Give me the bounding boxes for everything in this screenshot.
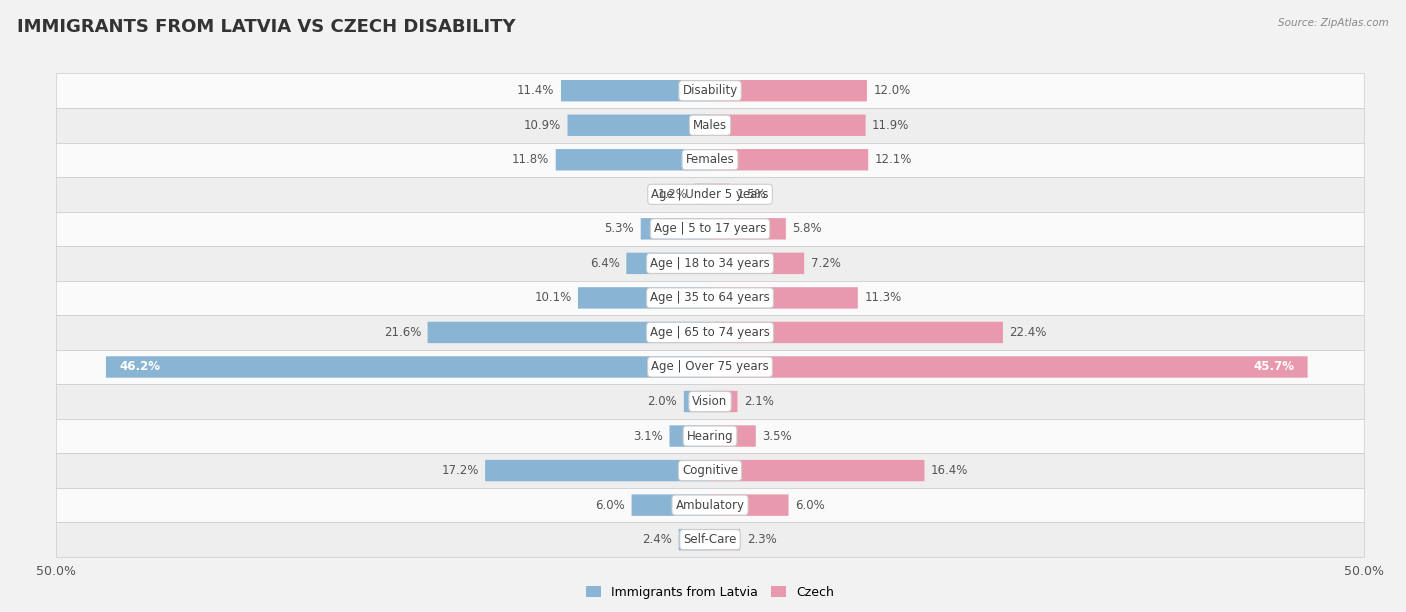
Text: 3.1%: 3.1% [633, 430, 664, 442]
FancyBboxPatch shape [710, 460, 925, 481]
FancyBboxPatch shape [641, 218, 710, 239]
FancyBboxPatch shape [578, 287, 710, 308]
Text: 11.4%: 11.4% [517, 84, 554, 97]
Text: 6.4%: 6.4% [591, 257, 620, 270]
Text: Self-Care: Self-Care [683, 533, 737, 546]
FancyBboxPatch shape [485, 460, 710, 481]
Bar [56, 315, 1364, 349]
Text: Age | Under 5 years: Age | Under 5 years [651, 188, 769, 201]
Text: 46.2%: 46.2% [120, 360, 160, 373]
Bar [56, 177, 1364, 212]
FancyBboxPatch shape [105, 356, 710, 378]
Text: 1.5%: 1.5% [737, 188, 766, 201]
Bar [56, 453, 1364, 488]
Text: Females: Females [686, 153, 734, 166]
Text: Males: Males [693, 119, 727, 132]
Bar [56, 73, 1364, 108]
Legend: Immigrants from Latvia, Czech: Immigrants from Latvia, Czech [582, 581, 838, 604]
FancyBboxPatch shape [555, 149, 710, 171]
Text: Age | 5 to 17 years: Age | 5 to 17 years [654, 222, 766, 236]
Text: 7.2%: 7.2% [811, 257, 841, 270]
FancyBboxPatch shape [710, 287, 858, 308]
FancyBboxPatch shape [710, 529, 740, 550]
Text: 10.1%: 10.1% [534, 291, 571, 304]
FancyBboxPatch shape [710, 184, 730, 205]
FancyBboxPatch shape [568, 114, 710, 136]
Text: 3.5%: 3.5% [762, 430, 792, 442]
Text: 10.9%: 10.9% [523, 119, 561, 132]
Bar [56, 246, 1364, 281]
Text: 45.7%: 45.7% [1254, 360, 1295, 373]
FancyBboxPatch shape [679, 529, 710, 550]
Text: Age | 65 to 74 years: Age | 65 to 74 years [650, 326, 770, 339]
Bar [56, 143, 1364, 177]
FancyBboxPatch shape [710, 218, 786, 239]
Text: 2.0%: 2.0% [648, 395, 678, 408]
Bar [56, 349, 1364, 384]
FancyBboxPatch shape [669, 425, 710, 447]
Text: 11.8%: 11.8% [512, 153, 550, 166]
Bar [56, 281, 1364, 315]
Text: 11.9%: 11.9% [872, 119, 910, 132]
Text: Hearing: Hearing [686, 430, 734, 442]
Text: Disability: Disability [682, 84, 738, 97]
Text: Cognitive: Cognitive [682, 464, 738, 477]
Text: 1.2%: 1.2% [658, 188, 688, 201]
FancyBboxPatch shape [631, 494, 710, 516]
Text: 12.0%: 12.0% [873, 84, 911, 97]
Text: 5.8%: 5.8% [793, 222, 823, 236]
Text: 5.3%: 5.3% [605, 222, 634, 236]
Text: 17.2%: 17.2% [441, 464, 478, 477]
Bar [56, 108, 1364, 143]
FancyBboxPatch shape [710, 149, 869, 171]
Text: Age | 18 to 34 years: Age | 18 to 34 years [650, 257, 770, 270]
Bar [56, 488, 1364, 523]
FancyBboxPatch shape [427, 322, 710, 343]
Text: Age | 35 to 64 years: Age | 35 to 64 years [650, 291, 770, 304]
Bar [56, 384, 1364, 419]
Text: Source: ZipAtlas.com: Source: ZipAtlas.com [1278, 18, 1389, 28]
FancyBboxPatch shape [710, 253, 804, 274]
Text: 21.6%: 21.6% [384, 326, 420, 339]
FancyBboxPatch shape [710, 322, 1002, 343]
FancyBboxPatch shape [695, 184, 710, 205]
Text: Age | Over 75 years: Age | Over 75 years [651, 360, 769, 373]
Bar [56, 523, 1364, 557]
FancyBboxPatch shape [710, 356, 1308, 378]
FancyBboxPatch shape [683, 391, 710, 412]
Text: Ambulatory: Ambulatory [675, 499, 745, 512]
Bar [56, 212, 1364, 246]
Text: IMMIGRANTS FROM LATVIA VS CZECH DISABILITY: IMMIGRANTS FROM LATVIA VS CZECH DISABILI… [17, 18, 516, 36]
Text: 2.3%: 2.3% [747, 533, 776, 546]
FancyBboxPatch shape [710, 425, 756, 447]
Text: 11.3%: 11.3% [865, 291, 901, 304]
Bar [56, 419, 1364, 453]
Text: Vision: Vision [692, 395, 728, 408]
Text: 6.0%: 6.0% [595, 499, 626, 512]
FancyBboxPatch shape [710, 114, 866, 136]
FancyBboxPatch shape [626, 253, 710, 274]
Text: 2.1%: 2.1% [744, 395, 773, 408]
Text: 2.4%: 2.4% [643, 533, 672, 546]
Text: 16.4%: 16.4% [931, 464, 969, 477]
FancyBboxPatch shape [710, 494, 789, 516]
FancyBboxPatch shape [561, 80, 710, 102]
Text: 12.1%: 12.1% [875, 153, 912, 166]
FancyBboxPatch shape [710, 80, 868, 102]
Text: 6.0%: 6.0% [794, 499, 825, 512]
FancyBboxPatch shape [710, 391, 738, 412]
Text: 22.4%: 22.4% [1010, 326, 1047, 339]
